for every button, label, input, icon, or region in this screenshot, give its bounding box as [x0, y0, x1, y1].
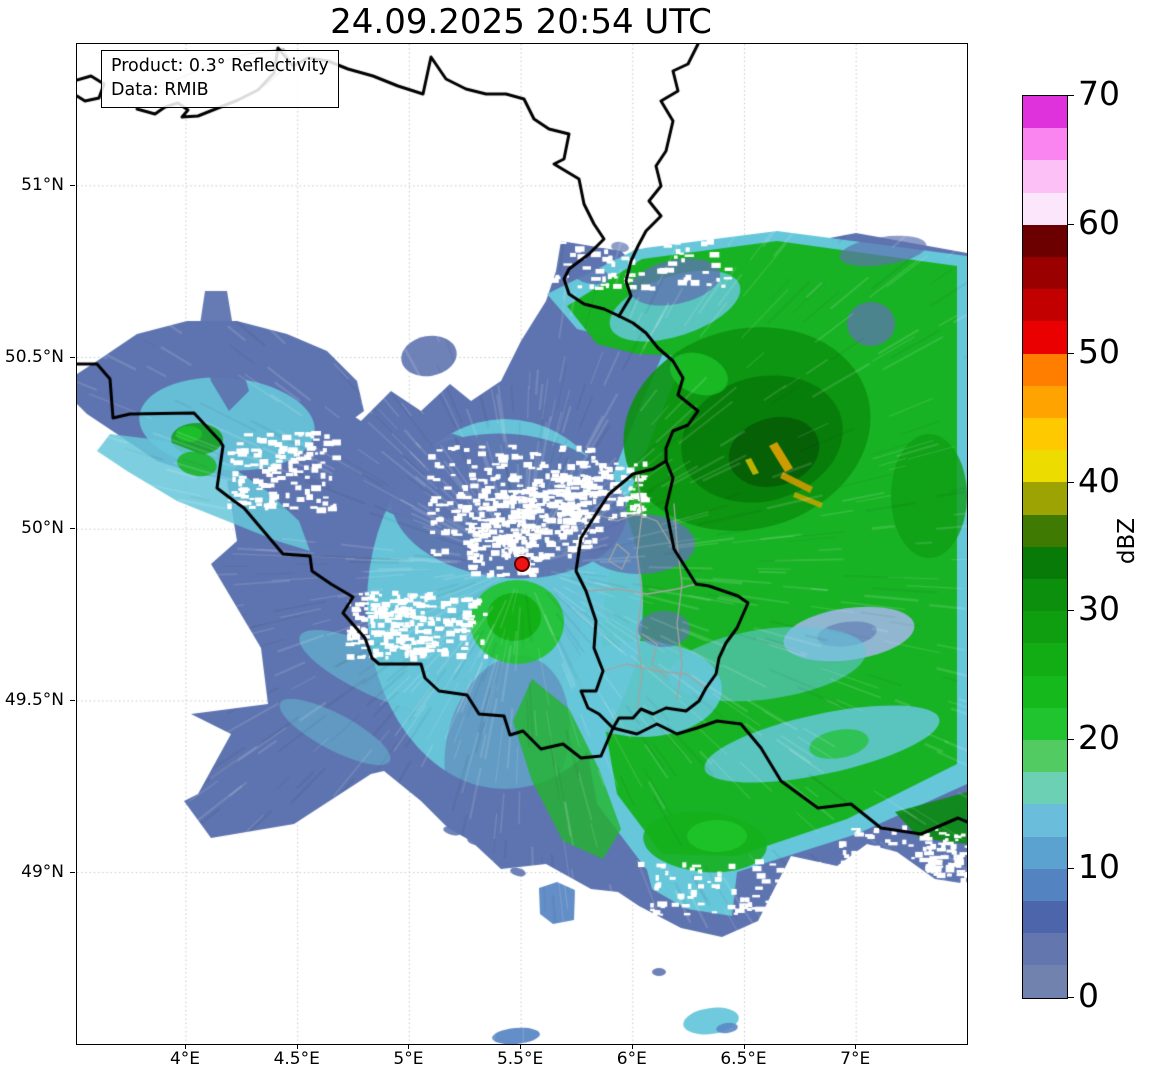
colorbar-tick-mark [1068, 223, 1074, 225]
colorbar-tick-mark [1068, 352, 1074, 354]
colorbar-tick-label: 0 [1078, 976, 1099, 1015]
y-tick-mark [70, 184, 75, 186]
radar-site-marker [514, 556, 530, 572]
colorbar-tick-label: 30 [1078, 589, 1120, 629]
y-tick-label: 50.5°N [4, 346, 64, 367]
y-tick-label: 50°N [21, 518, 64, 539]
y-tick-mark [70, 356, 75, 358]
colorbar-band [1023, 675, 1067, 708]
colorbar-unit-label: dBZ [1114, 517, 1140, 565]
x-tick-mark [520, 1044, 522, 1049]
x-tick-label: 5.5°E [496, 1049, 544, 1069]
y-tick-label: 49°N [21, 861, 64, 882]
colorbar-band [1023, 772, 1067, 805]
product-annotation-box: Product: 0.3° Reflectivity Data: RMIB [101, 50, 339, 109]
y-tick-mark [70, 871, 75, 873]
colorbar-tick-mark [1068, 481, 1074, 483]
map-axes: Product: 0.3° Reflectivity Data: RMIB [76, 43, 968, 1045]
colorbar-band [1023, 482, 1067, 515]
data-source-annotation-line: Data: RMIB [111, 80, 209, 101]
colorbar-band [1023, 96, 1067, 129]
x-tick-label: 6.5°E [720, 1049, 767, 1069]
x-tick-mark [185, 1044, 187, 1049]
colorbar-band [1023, 901, 1067, 934]
colorbar-band [1023, 353, 1067, 386]
colorbar-band [1023, 643, 1067, 676]
x-tick-label: 4.5°E [273, 1049, 320, 1069]
colorbar-band [1023, 289, 1067, 322]
colorbar-tick-mark [1068, 997, 1074, 998]
y-tick-label: 49.5°N [4, 689, 64, 710]
colorbar-tick-label: 10 [1078, 847, 1120, 887]
x-tick-mark [855, 1044, 857, 1049]
colorbar-tick-label: 50 [1078, 331, 1120, 371]
colorbar-band [1023, 160, 1067, 193]
colorbar [1022, 95, 1068, 999]
colorbar-band [1023, 546, 1067, 580]
colorbar-band [1023, 192, 1067, 225]
colorbar-band [1023, 933, 1067, 966]
colorbar-band [1023, 418, 1067, 451]
colorbar-band [1023, 257, 1067, 290]
x-tick-mark [743, 1044, 745, 1049]
colorbar-band [1023, 514, 1067, 547]
colorbar-band [1023, 740, 1067, 773]
colorbar-band [1023, 450, 1067, 483]
product-annotation-line: Product: 0.3° Reflectivity [111, 56, 329, 76]
colorbar-band [1023, 611, 1067, 644]
x-tick-label: 7°E [840, 1049, 871, 1069]
colorbar-band [1023, 836, 1067, 869]
y-tick-mark [70, 699, 75, 701]
colorbar-tick-label: 40 [1078, 460, 1120, 500]
colorbar-tick-label: 60 [1078, 202, 1120, 242]
colorbar-tick-label: 20 [1078, 718, 1120, 758]
x-tick-label: 5°E [393, 1049, 424, 1069]
y-tick-label: 51°N [21, 174, 64, 195]
colorbar-tick-mark [1068, 739, 1074, 741]
colorbar-tick-mark [1068, 868, 1074, 870]
x-tick-mark [631, 1044, 633, 1049]
colorbar-band [1023, 224, 1067, 258]
colorbar-band [1023, 804, 1067, 837]
colorbar-band [1023, 965, 1067, 998]
x-tick-mark [408, 1044, 410, 1049]
radar-map-canvas [77, 44, 967, 1044]
colorbar-band [1023, 321, 1067, 354]
x-tick-label: 6°E [616, 1049, 647, 1069]
colorbar-tick-mark [1068, 95, 1074, 96]
x-tick-mark [296, 1044, 298, 1049]
colorbar-band [1023, 579, 1067, 612]
x-tick-label: 4°E [169, 1049, 201, 1069]
colorbar-band [1023, 385, 1067, 419]
colorbar-tick-mark [1068, 610, 1074, 612]
colorbar-band [1023, 707, 1067, 741]
colorbar-band [1023, 868, 1067, 902]
y-tick-mark [70, 528, 75, 530]
colorbar-band [1023, 128, 1067, 161]
figure-title: 24.09.2025 20:54 UTC [330, 2, 712, 42]
colorbar-tick-label: 70 [1078, 74, 1120, 113]
